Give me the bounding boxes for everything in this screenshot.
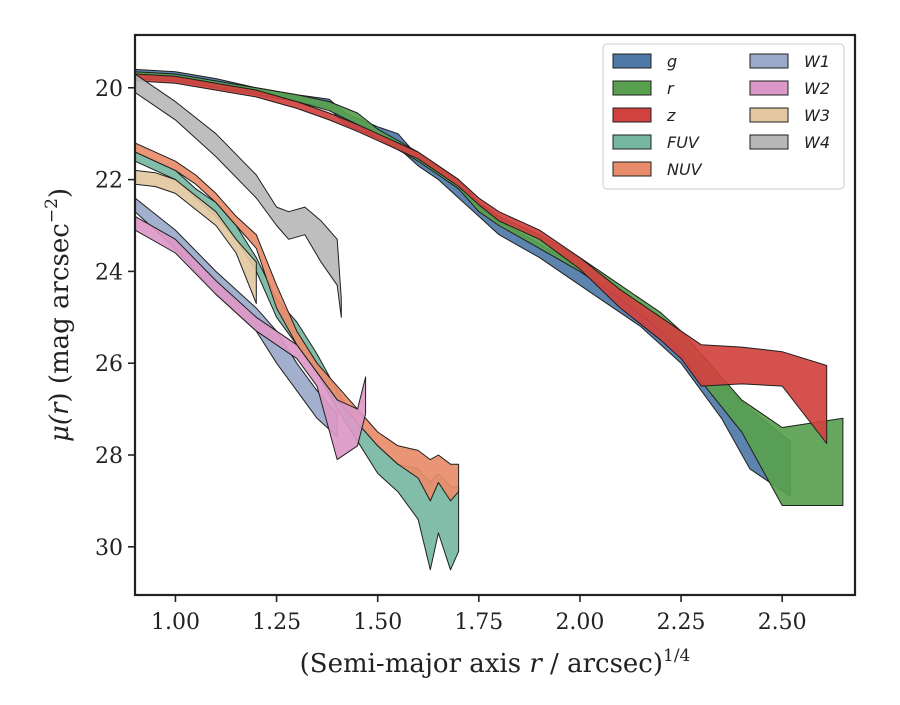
- bands-layer: [135, 68, 844, 571]
- plot-frame: [133, 33, 857, 597]
- y-axis-title-exp: −2: [42, 198, 62, 223]
- x-tick-label: 1.75: [454, 610, 503, 635]
- legend-label-w2: W2: [804, 79, 830, 98]
- legend-label-nuv: NUV: [667, 160, 703, 179]
- y-tick-label: 24: [95, 260, 123, 285]
- x-axis-title: (Semi-major axis r / arcsec)1/4: [300, 646, 691, 679]
- legend-label-r: r: [667, 79, 675, 98]
- legend-swatch-g: [612, 53, 652, 69]
- x-axis-title-rest: / arcsec): [542, 649, 663, 679]
- x-axis-title-exp: 1/4: [663, 646, 690, 666]
- y-tick-label: 22: [95, 169, 123, 194]
- y-axis-title-mu: μ(: [45, 414, 75, 442]
- legend-swatch-fuv: [612, 134, 652, 150]
- legend-label-z: z: [666, 106, 676, 125]
- band-nuv: [135, 142, 460, 502]
- band-z: [135, 73, 828, 444]
- y-axis-title: μ(r) (mag arcsec−2): [42, 188, 75, 442]
- x-axis-title-main: (Semi-major axis: [300, 649, 530, 679]
- legend-swatch-w2: [749, 80, 789, 96]
- x-tick-label: 2.50: [758, 610, 807, 635]
- legend-swatch-z: [612, 107, 652, 123]
- x-tick-label: 1.25: [252, 610, 301, 635]
- band-w2: [135, 215, 367, 461]
- x-tick-label: 2.00: [555, 610, 604, 635]
- legend-swatch-w4: [749, 134, 789, 150]
- x-tick-label: 2.25: [657, 610, 706, 635]
- y-tick-label: 20: [95, 77, 123, 102]
- x-axis-title-var: r: [529, 649, 543, 679]
- legend-swatch-r: [612, 80, 652, 96]
- y-tick-label: 28: [95, 444, 123, 469]
- legend-box: [602, 43, 845, 190]
- legend-swatch-nuv: [612, 161, 652, 177]
- x-tick-label: 1.50: [353, 610, 402, 635]
- legend-label-w1: W1: [804, 52, 830, 71]
- band-w4: [135, 73, 342, 318]
- y-axis-title-var: r: [45, 401, 75, 415]
- legend: grz FUV NUV W1 W2 W3 W4: [602, 43, 845, 190]
- x-tick-label: 1.00: [151, 610, 200, 635]
- legend-label-g: g: [667, 52, 677, 71]
- band-w3: [135, 169, 257, 304]
- legend-label-fuv: FUV: [667, 133, 700, 152]
- y-tick-label: 26: [95, 352, 123, 377]
- y-tick-label: 30: [95, 536, 123, 561]
- ticks-layer: 1.00 1.25 1.50 1.75 2.00 2.25 2.50 20 22 24 26 28 30: [95, 77, 807, 635]
- legend-label-w3: W3: [804, 106, 830, 125]
- y-axis-title-rest: ) (mag arcsec: [45, 223, 75, 402]
- legend-swatch-w1: [749, 53, 789, 69]
- legend-label-w4: W4: [804, 133, 830, 152]
- legend-swatch-w3: [749, 107, 789, 123]
- y-axis-title-close: ): [45, 188, 75, 198]
